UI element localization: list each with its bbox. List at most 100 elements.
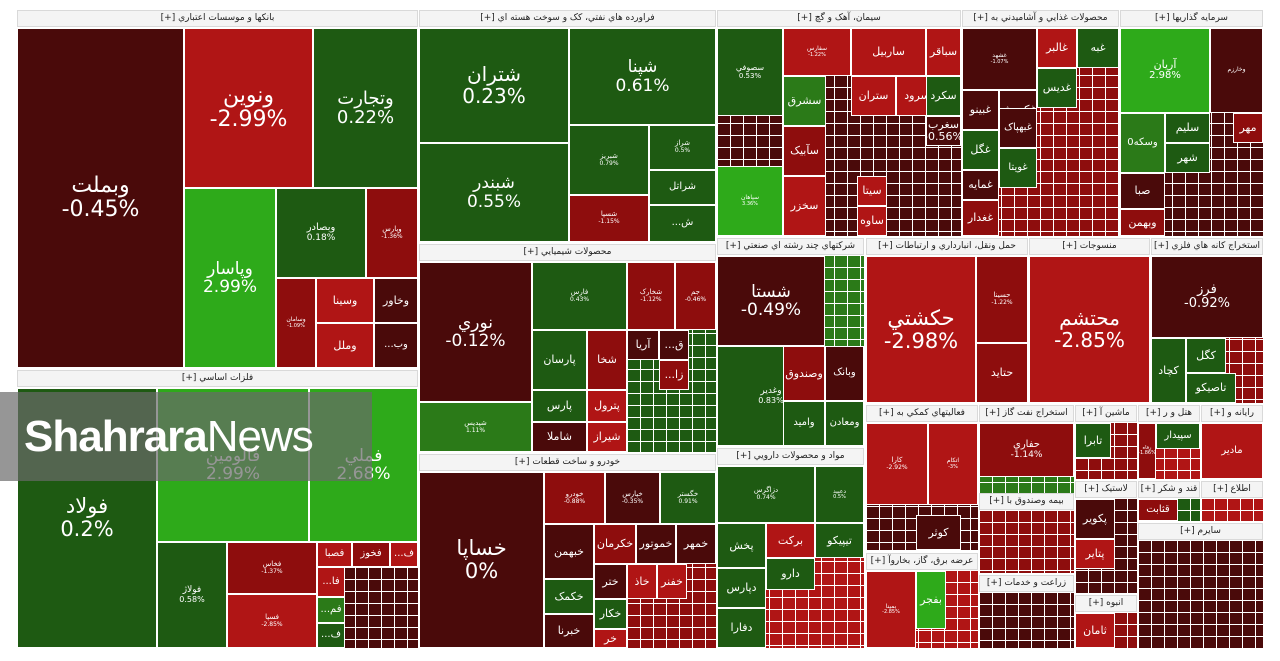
stock-tile[interactable]: شپديس 1.11% bbox=[419, 402, 532, 452]
stock-tile[interactable]: قثابت bbox=[1138, 499, 1178, 521]
stock-tile[interactable]: بمپنا -2.85% bbox=[866, 571, 916, 648]
stock-tile[interactable]: ثامان bbox=[1075, 613, 1115, 648]
sector-header[interactable]: عرضه برق، گاز، بخاروآ [+] bbox=[866, 553, 978, 570]
sector-header[interactable]: محصولات غذايي و آشاميدني به [+] bbox=[962, 10, 1119, 27]
stock-tile[interactable]: سشرق bbox=[783, 76, 826, 126]
stock-tile[interactable]: سآبيک bbox=[783, 126, 826, 176]
stock-tile[interactable]: شراز 0.5% bbox=[649, 125, 716, 170]
sector-header[interactable]: فعاليتهاي کمکي به [+] bbox=[866, 405, 978, 422]
stock-tile[interactable]: ومعادن bbox=[825, 401, 864, 446]
stock-tile[interactable]: تيپيکو bbox=[815, 523, 864, 558]
stock-tile[interactable]: ختر bbox=[594, 564, 627, 599]
sector-header[interactable]: بانکها و موسسات اعتباري [+] bbox=[17, 10, 418, 27]
stock-tile[interactable]: سپيدار bbox=[1156, 423, 1200, 449]
stock-tile[interactable]: فسپا -2.85% bbox=[227, 594, 317, 648]
stock-tile[interactable]: رفاه -1.86% bbox=[1138, 423, 1156, 479]
stock-tile[interactable]: زا... bbox=[659, 360, 689, 390]
stock-tile[interactable]: شخارک -1.12% bbox=[627, 262, 675, 330]
stock-tile[interactable]: شبريز 0.79% bbox=[569, 125, 649, 195]
stock-tile[interactable]: ف... bbox=[317, 623, 345, 648]
stock-tile[interactable]: حتايد bbox=[976, 343, 1028, 403]
sector-header[interactable]: سيمان، آهک و گچ [+] bbox=[717, 10, 961, 27]
stock-tile[interactable]: خگستر 0.91% bbox=[660, 472, 716, 524]
stock-tile[interactable]: تابرا bbox=[1075, 423, 1111, 458]
stock-tile[interactable]: خودرو -0.88% bbox=[544, 472, 605, 524]
sector-header[interactable]: انبوه [+] bbox=[1075, 595, 1137, 612]
stock-tile[interactable]: غبهپاک bbox=[999, 108, 1037, 148]
sector-header[interactable]: لاستيک [+] bbox=[1075, 481, 1137, 498]
stock-tile[interactable]: پتاير bbox=[1075, 539, 1115, 569]
small-stocks-mosaic[interactable] bbox=[979, 592, 1074, 648]
stock-tile[interactable]: وتجارت 0.22% bbox=[313, 28, 418, 188]
sector-header[interactable]: منسوجات [+] bbox=[1029, 238, 1150, 255]
sector-header[interactable]: سايرم [+] bbox=[1138, 523, 1263, 540]
sector-header[interactable]: استخراج کانه هاي فلزي [+] bbox=[1151, 238, 1263, 255]
sector-header[interactable]: شرکتهاي چند رشته اي صنعتي [+] bbox=[717, 238, 864, 255]
sector-header[interactable]: حمل ونقل، انبارداري و ارتباطات [+] bbox=[866, 238, 1028, 255]
stock-tile[interactable]: تاصيکو bbox=[1186, 373, 1236, 403]
stock-tile[interactable]: آريا bbox=[627, 330, 659, 360]
stock-tile[interactable]: شستا -0.49% bbox=[717, 256, 825, 346]
stock-tile[interactable]: غويتا bbox=[999, 148, 1037, 188]
stock-tile[interactable]: سليم bbox=[1165, 113, 1210, 143]
stock-tile[interactable]: فصبا bbox=[317, 542, 352, 567]
small-stocks-mosaic[interactable] bbox=[979, 510, 1074, 573]
sector-header[interactable]: خودرو و ساخت قطعات [+] bbox=[419, 454, 716, 471]
stock-tile[interactable]: محتشم -2.85% bbox=[1029, 256, 1150, 403]
stock-tile[interactable]: سيتا bbox=[857, 176, 887, 206]
stock-tile[interactable]: غمايه bbox=[962, 170, 999, 200]
stock-tile[interactable]: خر bbox=[594, 629, 627, 648]
small-stocks-mosaic[interactable] bbox=[1201, 498, 1263, 521]
stock-tile[interactable]: وبانک bbox=[825, 346, 864, 401]
stock-tile[interactable]: خپارس -0.35% bbox=[605, 472, 660, 524]
stock-tile[interactable]: غبه bbox=[1077, 28, 1119, 68]
stock-tile[interactable]: وپاسار 2.99% bbox=[184, 188, 276, 368]
stock-tile[interactable]: خبهمن bbox=[544, 524, 594, 579]
stock-tile[interactable]: شبندر 0.55% bbox=[419, 143, 569, 242]
stock-tile[interactable]: خساپا 0% bbox=[419, 472, 544, 648]
stock-tile[interactable]: ساربيل bbox=[851, 28, 926, 76]
stock-tile[interactable]: شسپا -1.15% bbox=[569, 195, 649, 242]
stock-tile[interactable]: بفجر bbox=[916, 571, 946, 629]
stock-tile[interactable]: وسکه0 bbox=[1120, 113, 1165, 173]
stock-tile[interactable]: برکت bbox=[766, 523, 815, 558]
stock-tile[interactable]: پارس bbox=[532, 390, 587, 422]
stock-tile[interactable]: غديس bbox=[1037, 68, 1077, 108]
stock-tile[interactable]: فولاژ 0.58% bbox=[157, 542, 227, 648]
stock-tile[interactable]: سخزر bbox=[783, 176, 826, 236]
stock-tile[interactable]: غغدار bbox=[962, 200, 999, 236]
stock-tile[interactable]: فا... bbox=[317, 567, 345, 597]
stock-tile[interactable]: سغرب-0.56% bbox=[926, 116, 961, 146]
stock-tile[interactable]: شخا bbox=[587, 330, 627, 390]
stock-tile[interactable]: اتکام -3% bbox=[928, 423, 978, 505]
stock-tile[interactable]: دفارا bbox=[717, 608, 766, 648]
stock-tile[interactable]: کچاد bbox=[1151, 338, 1186, 403]
stock-tile[interactable]: خفنر bbox=[657, 564, 687, 599]
sector-header[interactable]: ماشين آ [+] bbox=[1075, 405, 1137, 422]
stock-tile[interactable]: جم -0.46% bbox=[675, 262, 716, 330]
sector-header[interactable]: فراورده هاي نفتي، کک و سوخت هسته اي [+] bbox=[419, 10, 716, 27]
stock-tile[interactable]: شراتل bbox=[649, 170, 716, 205]
stock-tile[interactable]: وبهمن bbox=[1120, 209, 1165, 236]
stock-tile[interactable]: شتران 0.23% bbox=[419, 28, 569, 143]
stock-tile[interactable]: شهر bbox=[1165, 143, 1210, 173]
stock-tile[interactable]: خموتور bbox=[636, 524, 676, 564]
sector-header[interactable]: رايانه و [+] bbox=[1201, 405, 1263, 422]
stock-tile[interactable]: غگل bbox=[962, 130, 999, 170]
small-stocks-mosaic[interactable] bbox=[1138, 540, 1263, 648]
stock-tile[interactable]: شاملا bbox=[532, 422, 587, 452]
stock-tile[interactable]: مادير bbox=[1201, 423, 1263, 479]
stock-tile[interactable]: وخاور bbox=[374, 278, 418, 323]
stock-tile[interactable]: سپاهان 3.36% bbox=[717, 166, 783, 236]
stock-tile[interactable]: وبملت -0.45% bbox=[17, 28, 184, 368]
stock-tile[interactable]: وصندوق bbox=[783, 346, 825, 401]
stock-tile[interactable]: وپارس -1.36% bbox=[366, 188, 418, 278]
sector-header[interactable]: هتل و ر [+] bbox=[1138, 405, 1200, 422]
stock-tile[interactable]: سفارس -1.22% bbox=[783, 28, 851, 76]
stock-tile[interactable]: خکمک bbox=[544, 579, 594, 614]
stock-tile[interactable]: فخاس -1.37% bbox=[227, 542, 317, 594]
stock-tile[interactable]: پارسان bbox=[532, 330, 587, 390]
stock-tile[interactable]: پکوير bbox=[1075, 499, 1115, 539]
stock-tile[interactable]: ساوه bbox=[857, 206, 887, 236]
stock-tile[interactable]: وخارزم bbox=[1210, 28, 1263, 113]
